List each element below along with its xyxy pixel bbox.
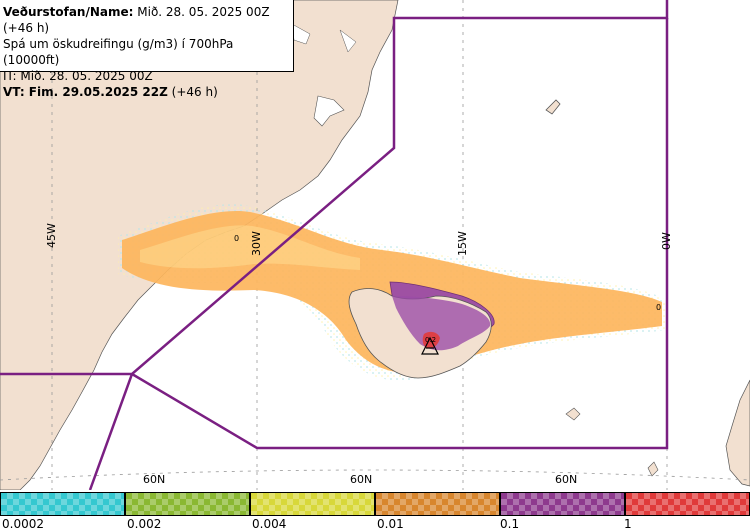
legend-label-6: 1 [624,517,632,531]
greenland-fjord [313,95,345,127]
legend-swatch-3 [250,492,375,516]
parallel-label-60n-2: 60N [350,473,372,486]
meridian-label-45w: 45W [45,223,58,248]
header-line-2: Spá um öskudreifingu (g/m3) í 700hPa (10… [3,37,234,67]
header-run: Mið. 28. 05. 2025 00Z (+46 h) [3,5,270,35]
jan-mayen-island [545,99,561,115]
concentration-legend: 0.0002 0.002 0.004 0.01 0.1 1 [0,490,750,532]
ash-plume-fringe [140,225,360,270]
legend-label-2: 0.002 [127,517,162,531]
legend-swatch-4 [375,492,500,516]
contour-label-west: 0 [234,234,239,243]
ash-forecast-map: 45W 30W 15W 0W 60N 60N 60N 0 0 0.2 [0,0,750,490]
faroe-islands [565,407,581,421]
legend-swatch-1 [0,492,125,516]
contour-label-core: 0.2 [425,336,436,344]
meridian-label-0w: 0W [660,232,673,250]
meridian-label-30w: 30W [250,231,263,256]
header-line-4: VT: Fim. 29.05.2025 22Z (+46 h) [3,84,290,100]
forecast-info-box: Veðurstofan/Name: Mið. 28. 05. 2025 00Z … [0,0,294,99]
advisory-boundary [0,0,669,490]
volcano-marker-icon [421,336,439,355]
header-agency: Veðurstofan/Name: [3,5,134,19]
ash-over-iceland [392,296,491,351]
legend-label-5: 0.1 [500,517,520,531]
header-valid-time: VT: Fim. 29.05.2025 22Z [3,85,168,99]
header-line-1: Veðurstofan/Name: Mið. 28. 05. 2025 00Z … [3,4,290,36]
legend-swatch-5 [500,492,625,516]
legend-swatch-2 [125,492,250,516]
parallel-label-60n-1: 60N [143,473,165,486]
legend-label-3: 0.004 [252,517,287,531]
header-line-3: IT: Mið. 28. 05. 2025 00Z [3,69,153,83]
parallel-label-60n-3: 60N [555,473,577,486]
meridian-label-15w: 15W [456,231,469,256]
legend-swatch-6 [625,492,750,516]
contour-label-east: 0 [656,303,661,312]
legend-label-1: 0.0002 [2,517,44,531]
norway-coast [725,379,750,487]
shetland-islets [647,461,659,477]
header-valid-offset: (+46 h) [167,85,218,99]
legend-label-4: 0.01 [377,517,404,531]
